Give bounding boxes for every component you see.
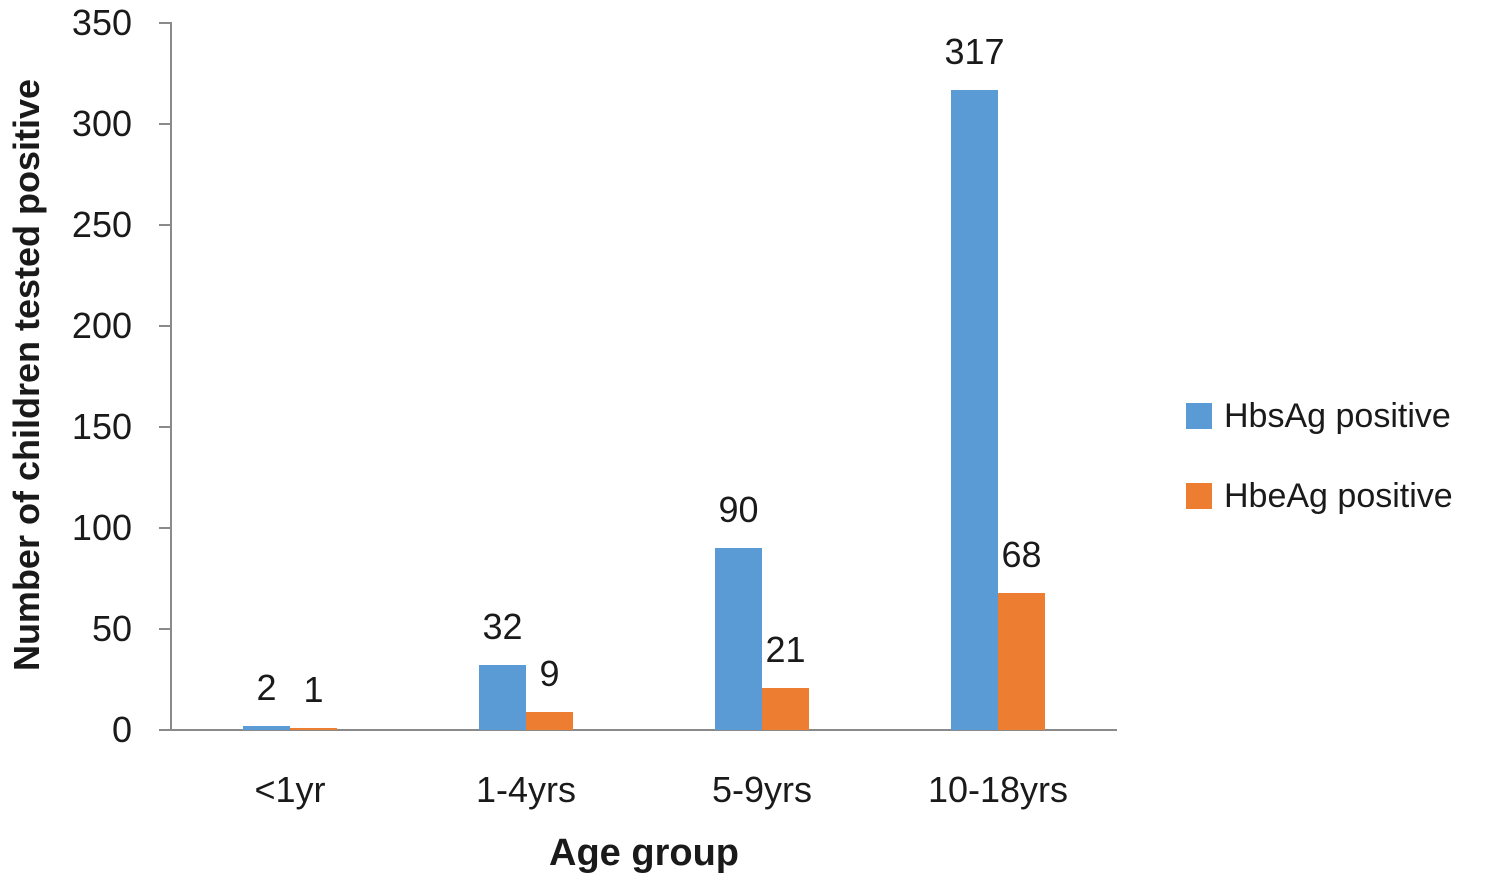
bar-hbsag-14yrs: [479, 665, 526, 730]
x-category-label-59yrs: 5-9yrs: [711, 769, 813, 810]
y-tick-mark: [159, 729, 172, 731]
y-axis-title: Number of children tested positive: [6, 78, 47, 672]
x-axis-line: [170, 729, 1117, 731]
x-category-label-1yr: <1yr: [254, 769, 326, 810]
data-label: 32: [482, 606, 523, 647]
legend-item-hbeag: HbeAg positive: [1186, 477, 1453, 515]
y-tick-label-300: 300: [71, 103, 132, 144]
data-label: 68: [1001, 534, 1042, 575]
legend-swatch-icon: [1186, 483, 1212, 509]
y-tick-mark: [159, 527, 172, 529]
x-category-label-1018yrs: 10-18yrs: [927, 769, 1069, 810]
bar-hbeag-59yrs: [762, 688, 809, 730]
data-label: 1: [303, 669, 324, 710]
y-tick-label-150: 150: [71, 406, 132, 447]
x-axis-title: Age group: [549, 832, 739, 874]
legend-label: HbeAg positive: [1224, 477, 1453, 515]
legend-label: HbsAg positive: [1224, 397, 1451, 435]
y-tick-label-50: 50: [91, 608, 132, 649]
data-label: 9: [539, 653, 560, 694]
y-axis-line: [170, 23, 172, 731]
y-tick-mark: [159, 123, 172, 125]
y-tick-label-250: 250: [71, 204, 132, 245]
bar-hbeag-1yr: [290, 728, 337, 730]
y-tick-label-200: 200: [71, 305, 132, 346]
y-tick-mark: [159, 628, 172, 630]
legend-swatch-icon: [1186, 403, 1212, 429]
y-tick-label-100: 100: [71, 507, 132, 548]
bar-hbeag-14yrs: [526, 712, 573, 730]
y-tick-mark: [159, 325, 172, 327]
y-tick-mark: [159, 426, 172, 428]
y-tick-label-0: 0: [111, 709, 132, 750]
data-label: 317: [944, 31, 1005, 72]
y-tick-mark: [159, 224, 172, 226]
x-category-label-14yrs: 1-4yrs: [475, 769, 577, 810]
bar-hbsag-1018yrs: [951, 90, 998, 730]
y-tick-label-350: 350: [71, 2, 132, 43]
legend-item-hbsag: HbsAg positive: [1186, 397, 1451, 435]
data-label: 2: [256, 667, 277, 708]
bar-hbeag-1018yrs: [998, 593, 1045, 730]
data-label: 21: [765, 629, 806, 670]
data-label: 90: [718, 489, 759, 530]
bar-hbsag-1yr: [243, 726, 290, 730]
bar-hbsag-59yrs: [715, 548, 762, 730]
y-tick-mark: [159, 22, 172, 24]
